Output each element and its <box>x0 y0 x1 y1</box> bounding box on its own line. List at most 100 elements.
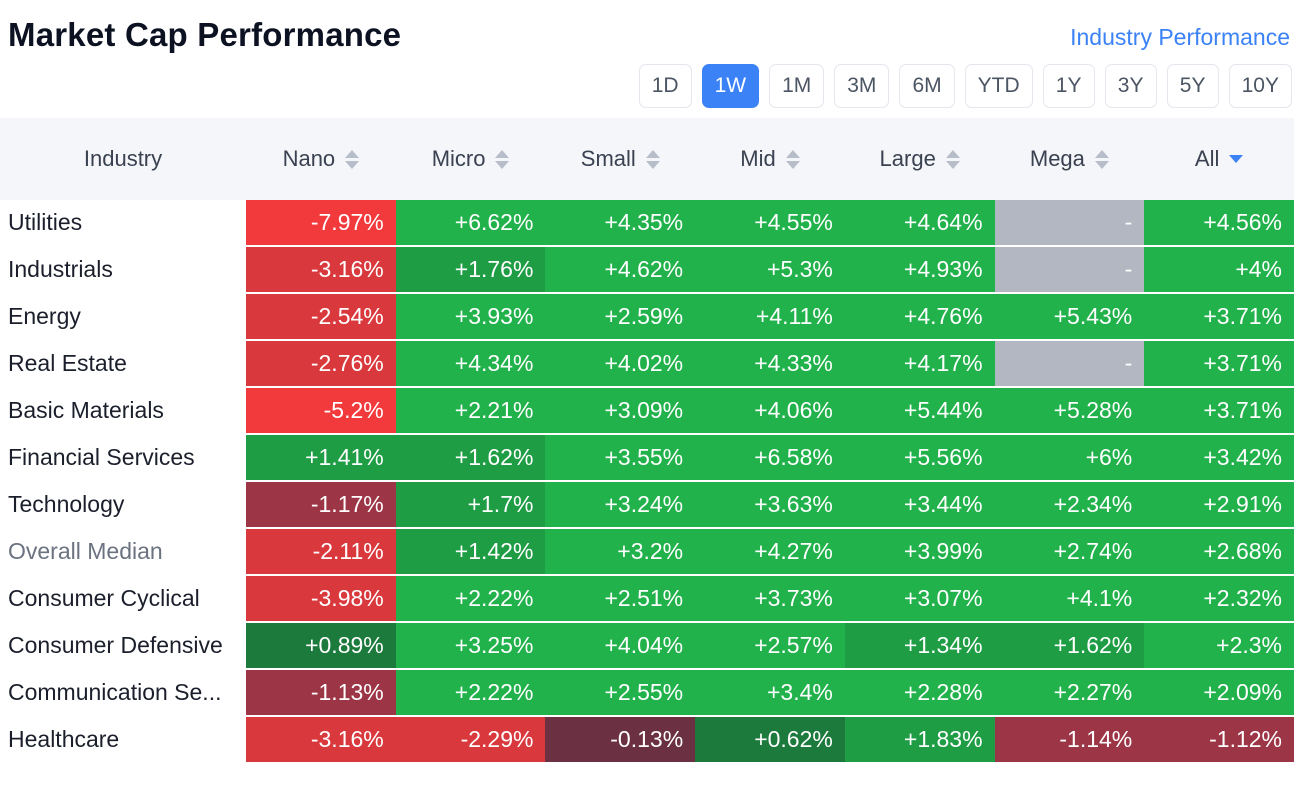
industry-performance-link[interactable]: Industry Performance <box>1070 24 1290 50</box>
table-row[interactable]: Utilities -7.97% +6.62% +4.35% +4.55% +4.64% -… <box>0 200 1294 247</box>
table-row[interactable]: Healthcare -3.16% -2.29% -0.13% +0.62% +1.83%… <box>0 717 1294 764</box>
sort-up-arrow-icon <box>495 149 510 158</box>
table-row[interactable]: Consumer Cyclical -3.98% +2.22% +2.51% +3.73… <box>0 576 1294 623</box>
column-header-mega[interactable]: Mega <box>994 118 1145 200</box>
performance-cell-mega: +2.27% <box>994 670 1145 717</box>
table-row[interactable]: Financial Services +1.41% +1.62% +3.55% +6.5… <box>0 435 1294 482</box>
table-row[interactable]: Basic Materials -5.2% +2.21% +3.09% +4.06% +5… <box>0 388 1294 435</box>
performance-cell-small: +3.09% <box>545 388 696 435</box>
range-button-1m[interactable]: 1M <box>769 64 825 108</box>
performance-cell-large: +3.99% <box>844 529 995 576</box>
column-header-button[interactable]: Mega <box>1030 146 1109 172</box>
range-button-10y[interactable]: 10Y <box>1228 64 1292 108</box>
industry-name-cell[interactable]: Overall Median <box>0 529 247 576</box>
performance-cell-nano: -2.54% <box>246 294 396 341</box>
column-header-industry: Industry <box>0 118 247 200</box>
industry-name-cell[interactable]: Industrials <box>0 247 247 294</box>
sort-icon[interactable] <box>945 149 960 169</box>
range-button-6m[interactable]: 6M <box>899 64 955 108</box>
column-header-button[interactable]: Small <box>581 146 660 172</box>
column-header-nano[interactable]: Nano <box>246 118 396 200</box>
performance-cell-mid: +4.11% <box>695 294 845 341</box>
performance-cell-small: +3.24% <box>545 482 696 529</box>
performance-cell-mid: +0.62% <box>695 717 845 764</box>
table-row[interactable]: Overall Median -2.11% +1.42% +3.2% +4.27% +3.… <box>0 529 1294 576</box>
performance-cell-mid: +4.06% <box>695 388 845 435</box>
performance-cell-micro: +3.25% <box>395 623 546 670</box>
performance-cell-mega: +2.74% <box>994 529 1145 576</box>
column-header-micro[interactable]: Micro <box>395 118 546 200</box>
range-button-1w[interactable]: 1W <box>701 64 760 108</box>
column-header-small[interactable]: Small <box>545 118 696 200</box>
table-row[interactable]: Technology -1.17% +1.7% +3.24% +3.63% +3.44% +… <box>0 482 1294 529</box>
sort-icon[interactable] <box>345 149 360 169</box>
range-button-1d[interactable]: 1D <box>638 64 692 108</box>
industry-name-cell[interactable]: Utilities <box>0 200 247 247</box>
performance-cell-all: +2.91% <box>1144 482 1294 529</box>
performance-cell-mid: +3.4% <box>695 670 845 717</box>
industry-name-cell[interactable]: Energy <box>0 294 247 341</box>
performance-cell-micro: +3.93% <box>395 294 546 341</box>
sort-up-arrow-icon <box>645 149 660 158</box>
industry-name-cell[interactable]: Basic Materials <box>0 388 247 435</box>
performance-cell-mid: +4.55% <box>695 200 845 247</box>
performance-cell-nano: -2.76% <box>246 341 396 388</box>
sort-icon[interactable] <box>495 149 510 169</box>
column-header-button[interactable]: Nano <box>283 146 360 172</box>
range-button-3y[interactable]: 3Y <box>1104 64 1157 108</box>
industry-name-cell[interactable]: Technology <box>0 482 247 529</box>
range-button-1y[interactable]: 1Y <box>1042 64 1095 108</box>
column-header-all[interactable]: All <box>1144 118 1294 200</box>
range-button-5y[interactable]: 5Y <box>1166 64 1219 108</box>
industry-name-cell[interactable]: Real Estate <box>0 341 247 388</box>
industry-name-cell[interactable]: Consumer Cyclical <box>0 576 247 623</box>
industry-name-cell[interactable]: Consumer Defensive <box>0 623 247 670</box>
market-cap-table: Industry Nano Micro Small Mid Large Mega All U… <box>0 118 1294 764</box>
performance-cell-nano: -5.2% <box>246 388 396 435</box>
performance-cell-mid: +5.3% <box>695 247 845 294</box>
page-title: Market Cap Performance <box>8 16 402 53</box>
sort-descending-icon[interactable] <box>1229 155 1244 163</box>
industry-name-cell[interactable]: Communication Se... <box>0 670 247 717</box>
column-header-large[interactable]: Large <box>844 118 995 200</box>
performance-cell-micro: +1.76% <box>395 247 546 294</box>
table-row[interactable]: Industrials -3.16% +1.76% +4.62% +5.3% +4.93%… <box>0 247 1294 294</box>
sort-down-arrow-icon <box>945 160 960 169</box>
table-row[interactable]: Real Estate -2.76% +4.34% +4.02% +4.33% +4.17… <box>0 341 1294 388</box>
performance-cell-nano: -1.17% <box>246 482 396 529</box>
performance-cell-nano: -3.16% <box>246 717 396 764</box>
column-header-button[interactable]: Mid <box>740 146 800 172</box>
sort-down-arrow-icon <box>645 160 660 169</box>
sort-down-arrow-icon <box>345 160 360 169</box>
column-header-mid[interactable]: Mid <box>695 118 845 200</box>
performance-cell-all: +3.71% <box>1144 388 1294 435</box>
sort-icon[interactable] <box>645 149 660 169</box>
column-header-label: Mid <box>740 146 776 171</box>
range-button-ytd[interactable]: YTD <box>964 64 1033 108</box>
performance-cell-small: +4.62% <box>545 247 696 294</box>
sort-icon[interactable] <box>785 149 800 169</box>
sort-up-arrow-icon <box>785 149 800 158</box>
performance-cell-mid: +3.63% <box>695 482 845 529</box>
performance-cell-micro: -2.29% <box>395 717 546 764</box>
industry-name-cell[interactable]: Financial Services <box>0 435 247 482</box>
performance-cell-mega: +5.28% <box>994 388 1145 435</box>
performance-cell-all: -1.12% <box>1144 717 1294 764</box>
industry-name-cell[interactable]: Healthcare <box>0 717 247 764</box>
sort-down-arrow-icon <box>495 160 510 169</box>
performance-cell-small: +3.55% <box>545 435 696 482</box>
table-row[interactable]: Consumer Defensive +0.89% +3.25% +4.04% +2.5… <box>0 623 1294 670</box>
column-header-label: Small <box>580 146 636 171</box>
sort-up-arrow-icon <box>945 149 960 158</box>
column-header-label: Nano <box>282 146 336 171</box>
sort-icon[interactable] <box>1094 149 1109 169</box>
table-row[interactable]: Communication Se... -1.13% +2.22% +2.55% +3.… <box>0 670 1294 717</box>
performance-cell-large: +4.64% <box>844 200 995 247</box>
column-header-button[interactable]: Large <box>880 146 960 172</box>
table-row[interactable]: Energy -2.54% +3.93% +2.59% +4.11% +4.76% +5.4… <box>0 294 1294 341</box>
performance-cell-small: -0.13% <box>545 717 696 764</box>
range-button-3m[interactable]: 3M <box>834 64 890 108</box>
column-header-button[interactable]: All <box>1195 146 1244 172</box>
column-header-button[interactable]: Micro <box>432 146 510 172</box>
performance-cell-large: +1.34% <box>844 623 995 670</box>
